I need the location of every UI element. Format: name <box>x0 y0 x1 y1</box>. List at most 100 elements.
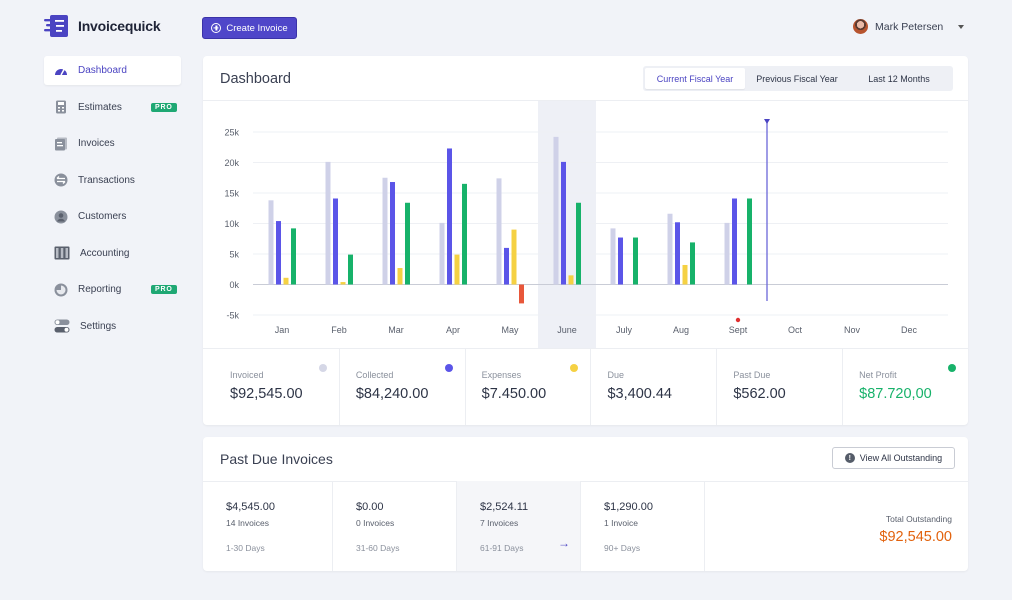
sidebar-item-label: Estimates <box>78 101 122 113</box>
x-tick-label: Jan <box>275 325 290 335</box>
bar <box>576 202 581 285</box>
plus-circle-icon <box>211 23 222 33</box>
bucket-amount: $2,524.11 <box>480 501 529 513</box>
sidebar-item-customers[interactable]: Customers <box>44 202 181 231</box>
create-invoice-label: Create Invoice <box>226 22 288 34</box>
sidebar-item-settings[interactable]: Settings <box>44 312 181 341</box>
sidebar-item-transactions[interactable]: Transactions <box>44 166 181 195</box>
bar <box>340 282 346 285</box>
sidebar-item-label: Customers <box>78 211 127 222</box>
bucket-range: 90+ Days <box>604 543 641 553</box>
stat-net-profit: Net Profit $87.720,00 <box>842 349 968 425</box>
section-title: Past Due Invoices <box>220 451 333 467</box>
bar <box>439 222 445 285</box>
sidebar-item-reporting[interactable]: Reporting PRO <box>44 275 181 304</box>
transactions-icon <box>54 173 68 187</box>
x-tick-label: Mar <box>388 325 404 335</box>
bar <box>325 161 331 285</box>
stat-value: $92,545.00 <box>230 386 303 402</box>
bar <box>283 277 289 285</box>
stat-label: Due <box>607 370 624 380</box>
stat-invoiced: Invoiced $92,545.00 <box>203 349 339 425</box>
app-name: Invoicequick <box>78 18 161 34</box>
bar <box>732 198 737 285</box>
stat-expenses: Expenses $7.450.00 <box>464 349 591 425</box>
view-all-outstanding-button[interactable]: ! View All Outstanding <box>832 447 955 469</box>
bar <box>553 136 559 285</box>
stat-value: $84,240.00 <box>355 386 429 402</box>
sidebar-item-dashboard[interactable]: Dashboard <box>44 56 181 85</box>
bar <box>291 228 296 285</box>
bar <box>348 254 353 285</box>
customer-icon <box>54 210 68 223</box>
stat-label: Net Profit <box>859 370 897 380</box>
alert-dot <box>735 317 741 323</box>
avatar <box>853 19 868 34</box>
bar <box>568 275 574 285</box>
bar <box>724 222 730 285</box>
stat-past-due: Past Due $562.00 <box>716 349 842 425</box>
x-tick-label: Nov <box>844 325 861 335</box>
x-tick-label: Apr <box>446 325 460 335</box>
legend-dot <box>947 364 956 372</box>
bar <box>397 268 403 285</box>
top-bar: Invoicequick Create Invoice Mark Peterse… <box>0 0 1012 56</box>
bucket-count: 7 Invoices <box>480 518 519 528</box>
bar <box>747 198 752 285</box>
bar <box>462 183 467 285</box>
dashboard-card: Dashboard Current Fiscal Year Previous F… <box>203 56 968 425</box>
user-name: Mark Petersen <box>875 20 944 33</box>
tab-previous-fiscal-year[interactable]: Previous Fiscal Year <box>756 73 838 84</box>
bar <box>382 177 388 285</box>
sidebar: Dashboard Estimates PRO Invoices Transac… <box>44 56 181 348</box>
bar <box>675 222 680 285</box>
sidebar-item-label: Settings <box>80 320 117 332</box>
x-tick-label: Sept <box>729 325 748 335</box>
bucket-count: 1 Invoice <box>604 518 639 528</box>
bar <box>561 161 566 285</box>
sidebar-item-label: Transactions <box>78 174 135 186</box>
stat-label: Expenses <box>481 370 522 380</box>
y-tick-label: 10k <box>224 219 239 229</box>
bar <box>496 178 502 285</box>
bucket-range: 61-91 Days <box>480 543 524 553</box>
tab-current-fiscal-year[interactable]: Current Fiscal Year <box>645 68 745 89</box>
stat-label: Invoiced <box>230 370 264 380</box>
invoice-icon <box>55 137 67 150</box>
bucket-61-91[interactable]: $2,524.11 7 Invoices 61-91 Days → <box>457 481 581 571</box>
legend-dot <box>318 364 327 372</box>
bucket-count: 14 Invoices <box>226 518 269 528</box>
today-marker-arrow <box>764 119 770 124</box>
tab-last-12-months[interactable]: Last 12 Months <box>868 73 930 84</box>
bar <box>610 228 616 285</box>
user-menu[interactable]: Mark Petersen <box>853 19 965 34</box>
alert-icon: ! <box>844 453 855 463</box>
sidebar-item-estimates[interactable]: Estimates PRO <box>44 93 181 122</box>
arrow-right-icon[interactable]: → <box>558 536 570 550</box>
sidebar-item-accounting[interactable]: Accounting <box>44 239 181 268</box>
stat-collected: Collected $84,240.00 <box>338 349 465 425</box>
total-outstanding: Total Outstanding $92,545.00 <box>705 481 968 571</box>
bar <box>268 200 274 285</box>
bucket-90-plus[interactable]: $1,290.00 1 Invoice 90+ Days <box>581 481 705 571</box>
chevron-down-icon <box>958 24 965 29</box>
pro-badge: PRO <box>151 102 177 112</box>
bucket-31-60[interactable]: $0.00 0 Invoices 31-60 Days <box>333 481 457 571</box>
divider <box>203 348 968 349</box>
sidebar-item-invoices[interactable]: Invoices <box>44 129 181 158</box>
aging-buckets: $4,545.00 14 Invoices 1-30 Days $0.00 0 … <box>203 481 968 571</box>
sidebar-item-label: Accounting <box>80 247 130 259</box>
toggle-icon <box>54 319 70 333</box>
create-invoice-button[interactable]: Create Invoice <box>202 17 297 39</box>
app-logo[interactable]: Invoicequick <box>44 15 161 37</box>
bar <box>390 182 395 285</box>
stat-value: $87.720,00 <box>859 386 932 402</box>
x-tick-label: Aug <box>673 325 689 335</box>
bucket-1-30[interactable]: $4,545.00 14 Invoices 1-30 Days <box>203 481 333 571</box>
bar <box>618 237 623 285</box>
bar <box>682 264 688 285</box>
bucket-count: 0 Invoices <box>356 518 395 528</box>
total-value: $92,545.00 <box>879 529 952 545</box>
bar <box>667 213 673 285</box>
bar <box>690 242 695 285</box>
